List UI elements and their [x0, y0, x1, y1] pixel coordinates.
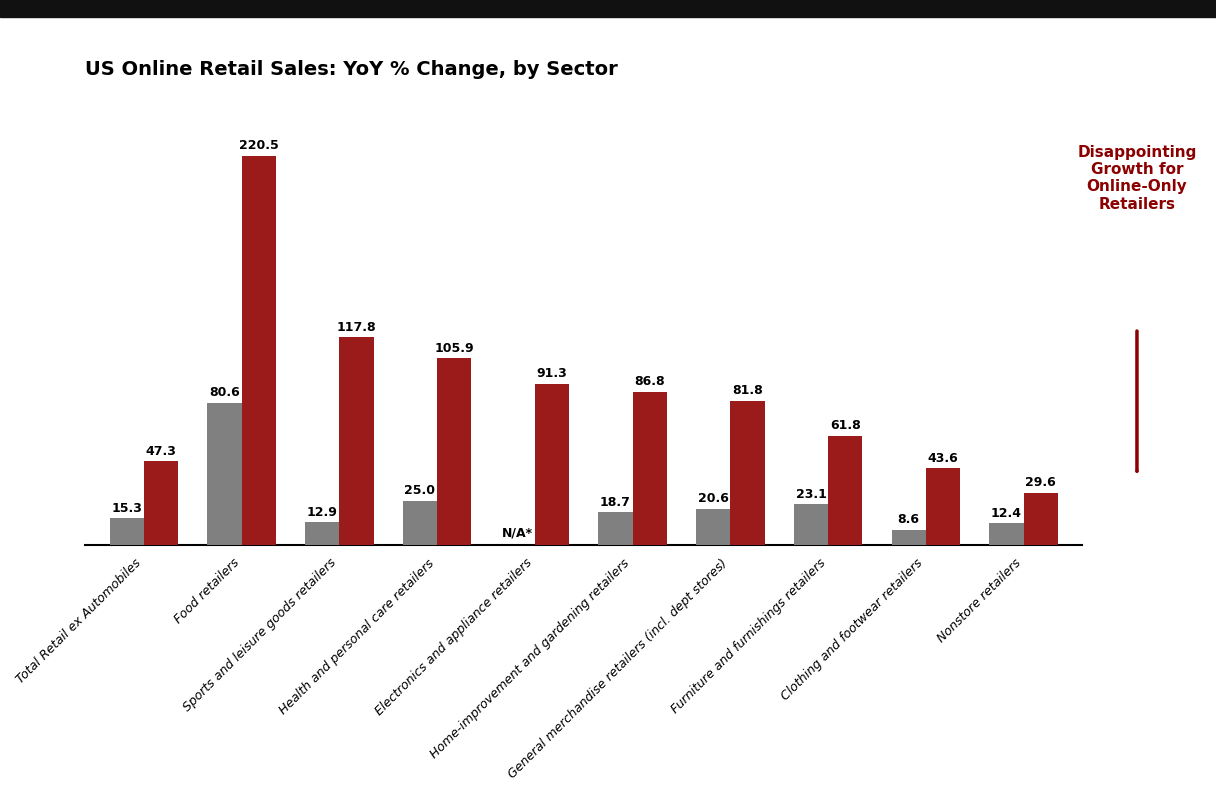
Bar: [794, 504, 828, 545]
Bar: [696, 509, 731, 545]
Text: 15.3: 15.3: [111, 501, 142, 514]
Bar: [339, 338, 373, 545]
Text: 80.6: 80.6: [209, 386, 240, 399]
Bar: [598, 512, 632, 545]
Text: 86.8: 86.8: [635, 375, 665, 388]
Bar: [535, 384, 569, 545]
Bar: [990, 524, 1024, 545]
Legend: 1Q20, 2Q20: 1Q20, 2Q20: [428, 0, 580, 6]
Bar: [1024, 493, 1058, 545]
Bar: [828, 436, 862, 545]
Text: US Online Retail Sales: YoY % Change, by Sector: US Online Retail Sales: YoY % Change, by…: [85, 60, 618, 79]
Bar: [207, 403, 242, 545]
Text: 43.6: 43.6: [928, 451, 958, 464]
Text: 61.8: 61.8: [829, 419, 861, 432]
Text: 18.7: 18.7: [599, 495, 631, 508]
Text: 91.3: 91.3: [536, 367, 568, 380]
Text: 29.6: 29.6: [1025, 476, 1055, 488]
Bar: [305, 523, 339, 545]
Text: 20.6: 20.6: [698, 492, 728, 504]
Bar: [632, 392, 666, 545]
Bar: [402, 501, 437, 545]
Bar: [143, 462, 178, 545]
Text: 117.8: 117.8: [337, 320, 376, 333]
Bar: [437, 358, 472, 545]
Bar: [242, 156, 276, 545]
Text: N/A*: N/A*: [502, 526, 534, 539]
Text: 23.1: 23.1: [795, 487, 827, 500]
Bar: [891, 530, 925, 545]
Bar: [109, 518, 143, 545]
Bar: [731, 401, 765, 545]
Text: 47.3: 47.3: [146, 444, 176, 457]
Text: 12.4: 12.4: [991, 506, 1021, 519]
Text: 12.9: 12.9: [306, 505, 338, 518]
Text: 220.5: 220.5: [238, 139, 278, 152]
Text: Disappointing
Growth for
Online-Only
Retailers: Disappointing Growth for Online-Only Ret…: [1077, 144, 1197, 212]
Bar: [925, 468, 961, 545]
Text: 81.8: 81.8: [732, 383, 762, 397]
Text: 105.9: 105.9: [434, 341, 474, 354]
Text: 25.0: 25.0: [405, 484, 435, 496]
Text: 8.6: 8.6: [897, 512, 919, 526]
